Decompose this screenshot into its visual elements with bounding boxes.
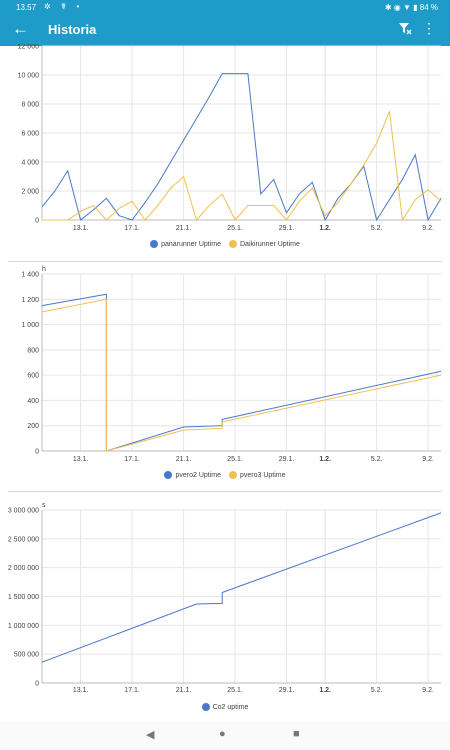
legend-dot-icon xyxy=(229,471,237,479)
x-tick-label: 21.1. xyxy=(176,225,192,232)
app-bar: ← Historia ⋮ xyxy=(0,14,450,46)
legend-dot-icon xyxy=(229,240,237,248)
series-line-1 xyxy=(41,73,442,222)
x-tick-label: 5.2. xyxy=(371,225,383,232)
y-tick-label: 1 400 xyxy=(21,272,39,279)
x-tick-label: 29.1. xyxy=(279,687,295,694)
y-tick-label: 0 xyxy=(35,681,39,688)
wifi-icon: ▼ xyxy=(402,3,411,12)
chart-uptime-pvero-plot: h 0 200 400 600 800 1 000 1 200 1 400 13.1. 17.1. 2… xyxy=(21,266,442,463)
legend-label: Daikirunner Uptime xyxy=(240,240,300,248)
y-tick-label: 2 000 xyxy=(21,189,39,196)
y-tick-label: 400 xyxy=(27,398,39,405)
legend-item[interactable]: panarunner Uptime xyxy=(150,240,221,248)
legend-label: panarunner Uptime xyxy=(161,240,221,248)
nav-recents-icon[interactable]: ■ xyxy=(293,728,300,740)
x-tick-label: 1.2. xyxy=(319,687,331,694)
system-nav-bar: ◀ ● ■ xyxy=(0,722,450,750)
divider xyxy=(8,261,442,262)
x-tick-label: 25.1. xyxy=(227,225,243,232)
y-tick-label: 12 000 xyxy=(18,44,40,51)
y-tick-label: 4 000 xyxy=(21,160,39,167)
chart-uptime-co2-plot: s 0 500 000 1 000 000 1 500 000 2 000 000 2 50… xyxy=(8,502,442,694)
nav-back-icon[interactable]: ◀ xyxy=(146,729,155,741)
x-tick-label: 17.1. xyxy=(124,225,140,232)
y-tick-label: 0 xyxy=(35,449,39,456)
status-right: ✱ ◉ ▼ ▮ 84 % xyxy=(385,3,438,12)
y-tick-label: 2 000 000 xyxy=(8,565,39,572)
x-tick-label: 21.1. xyxy=(176,687,192,694)
x-tick-label: 5.2. xyxy=(371,687,383,694)
y-tick-label: 800 xyxy=(27,347,39,354)
x-tick-label: 9.2. xyxy=(422,456,434,463)
x-tick-label: 1.2. xyxy=(319,225,331,232)
y-tick-label: 1 000 000 xyxy=(8,623,39,630)
y-tick-label: 600 xyxy=(27,373,39,380)
y-tick-label: 200 xyxy=(27,423,39,430)
battery-level: 84 % xyxy=(419,3,438,12)
x-tick-label: 25.1. xyxy=(227,456,243,463)
notification-icons: ✲ ☤ • xyxy=(44,2,84,11)
axis-unit-label: s xyxy=(42,502,46,509)
legend-item[interactable]: pvero2 Uptime xyxy=(164,471,221,479)
series-line-2 xyxy=(42,111,442,222)
more-vert-icon[interactable]: ⋮ xyxy=(422,20,436,36)
x-tick-label: 9.2. xyxy=(422,225,434,232)
x-tick-label: 17.1. xyxy=(124,687,140,694)
x-tick-label: 13.1. xyxy=(73,456,89,463)
y-tick-label: 2 500 000 xyxy=(8,536,39,543)
x-tick-label: 13.1. xyxy=(73,225,89,232)
chart-uptime-runners-plot: 0 2 000 4 000 6 000 8 000 10 000 12 000 13.1. 17… xyxy=(18,44,442,232)
chart-legend: panarunner Uptime Daikirunner Uptime xyxy=(0,240,450,248)
legend-dot-icon xyxy=(201,703,210,711)
y-tick-label: 1 000 xyxy=(21,322,39,329)
series-line-2 xyxy=(41,298,442,452)
divider xyxy=(8,491,442,492)
legend-label: pvero2 Uptime xyxy=(175,471,221,479)
page-title: Historia xyxy=(48,22,97,37)
chart-legend: pvero2 Uptime pvero3 Uptime xyxy=(0,471,450,479)
status-time: 13.57 xyxy=(16,3,37,12)
eye-icon: ◉ xyxy=(393,3,401,12)
y-tick-label: 10 000 xyxy=(18,73,40,80)
legend-label: Co2 uptime xyxy=(212,703,249,711)
x-tick-label: 17.1. xyxy=(124,456,140,463)
y-tick-label: 6 000 xyxy=(21,131,39,138)
chart-uptime-pvero: h 0 200 400 600 800 1 000 1 200 1 400 13.1. 17.1. 2… xyxy=(0,264,450,486)
y-tick-label: 3 000 000 xyxy=(8,508,39,515)
x-tick-label: 9.2. xyxy=(422,687,434,694)
x-tick-label: 1.2. xyxy=(319,456,331,463)
filter-clear-icon[interactable] xyxy=(398,21,412,40)
nav-home-icon[interactable]: ● xyxy=(219,728,226,740)
chart-uptime-co2: s 0 500 000 1 000 000 1 500 000 2 000 000 2 50… xyxy=(0,494,450,716)
x-tick-label: 25.1. xyxy=(227,687,243,694)
x-tick-label: 21.1. xyxy=(176,456,192,463)
legend-item[interactable]: Co2 uptime xyxy=(201,703,249,711)
y-tick-label: 1 500 000 xyxy=(8,594,39,601)
legend-dot-icon xyxy=(150,240,159,248)
chart-legend: Co2 uptime xyxy=(0,703,450,711)
x-tick-label: 29.1. xyxy=(279,225,295,232)
x-tick-label: 29.1. xyxy=(279,456,295,463)
battery-icon: ▮ xyxy=(413,3,418,12)
y-tick-label: 8 000 xyxy=(21,102,39,109)
bluetooth-icon: ✱ xyxy=(384,3,392,12)
legend-dot-icon xyxy=(164,471,173,479)
status-bar: 13.57 ✲ ☤ • ✱ ◉ ▼ ▮ 84 % xyxy=(0,0,450,14)
legend-label: pvero3 Uptime xyxy=(240,471,286,479)
y-tick-label: 1 200 xyxy=(21,297,39,304)
x-tick-label: 5.2. xyxy=(371,456,383,463)
x-tick-label: 13.1. xyxy=(73,687,89,694)
chart-uptime-runners: 0 2 000 4 000 6 000 8 000 10 000 12 000 13.1. 17… xyxy=(0,44,450,256)
y-tick-label: 500 000 xyxy=(14,652,39,659)
arrow-back-icon[interactable]: ← xyxy=(12,19,29,38)
y-tick-label: 0 xyxy=(35,218,39,225)
axis-unit-label: h xyxy=(42,266,46,273)
legend-item[interactable]: Daikirunner Uptime xyxy=(229,240,300,248)
series-line-1 xyxy=(41,512,442,663)
series-line-1 xyxy=(41,293,442,452)
legend-item[interactable]: pvero3 Uptime xyxy=(229,471,286,479)
